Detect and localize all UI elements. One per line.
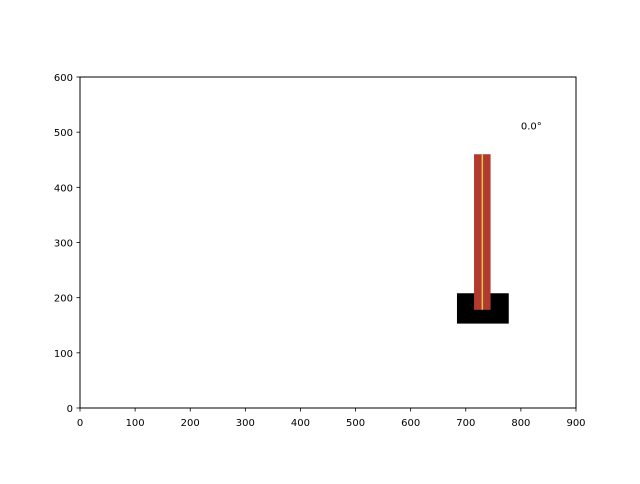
x-tick-label: 700 [456, 418, 475, 429]
x-tick-label: 0 [77, 418, 83, 429]
axes-frame [79, 76, 577, 409]
x-tick-label: 300 [236, 418, 255, 429]
ticks-layer: 0 100 200 300 400 500 600 700 800 900 0 100 200 300 40… [54, 73, 586, 429]
y-tick-label: 300 [54, 239, 73, 250]
y-tick-label: 600 [54, 73, 73, 84]
x-tick-label: 100 [126, 418, 145, 429]
x-tick-label: 900 [566, 418, 585, 429]
y-tick-label: 400 [54, 183, 73, 194]
scene-layer [456, 154, 509, 324]
angle-label: 0.0° [521, 121, 542, 132]
x-tick-label: 400 [291, 418, 310, 429]
x-tick-label: 800 [511, 418, 530, 429]
y-tick-label: 200 [54, 294, 73, 305]
y-tick-label: 500 [54, 128, 73, 139]
y-tick-label: 0 [67, 404, 73, 415]
y-tick-label: 100 [54, 349, 73, 360]
x-tick-label: 600 [401, 418, 420, 429]
x-tick-label: 200 [181, 418, 200, 429]
x-tick-label: 500 [346, 418, 365, 429]
